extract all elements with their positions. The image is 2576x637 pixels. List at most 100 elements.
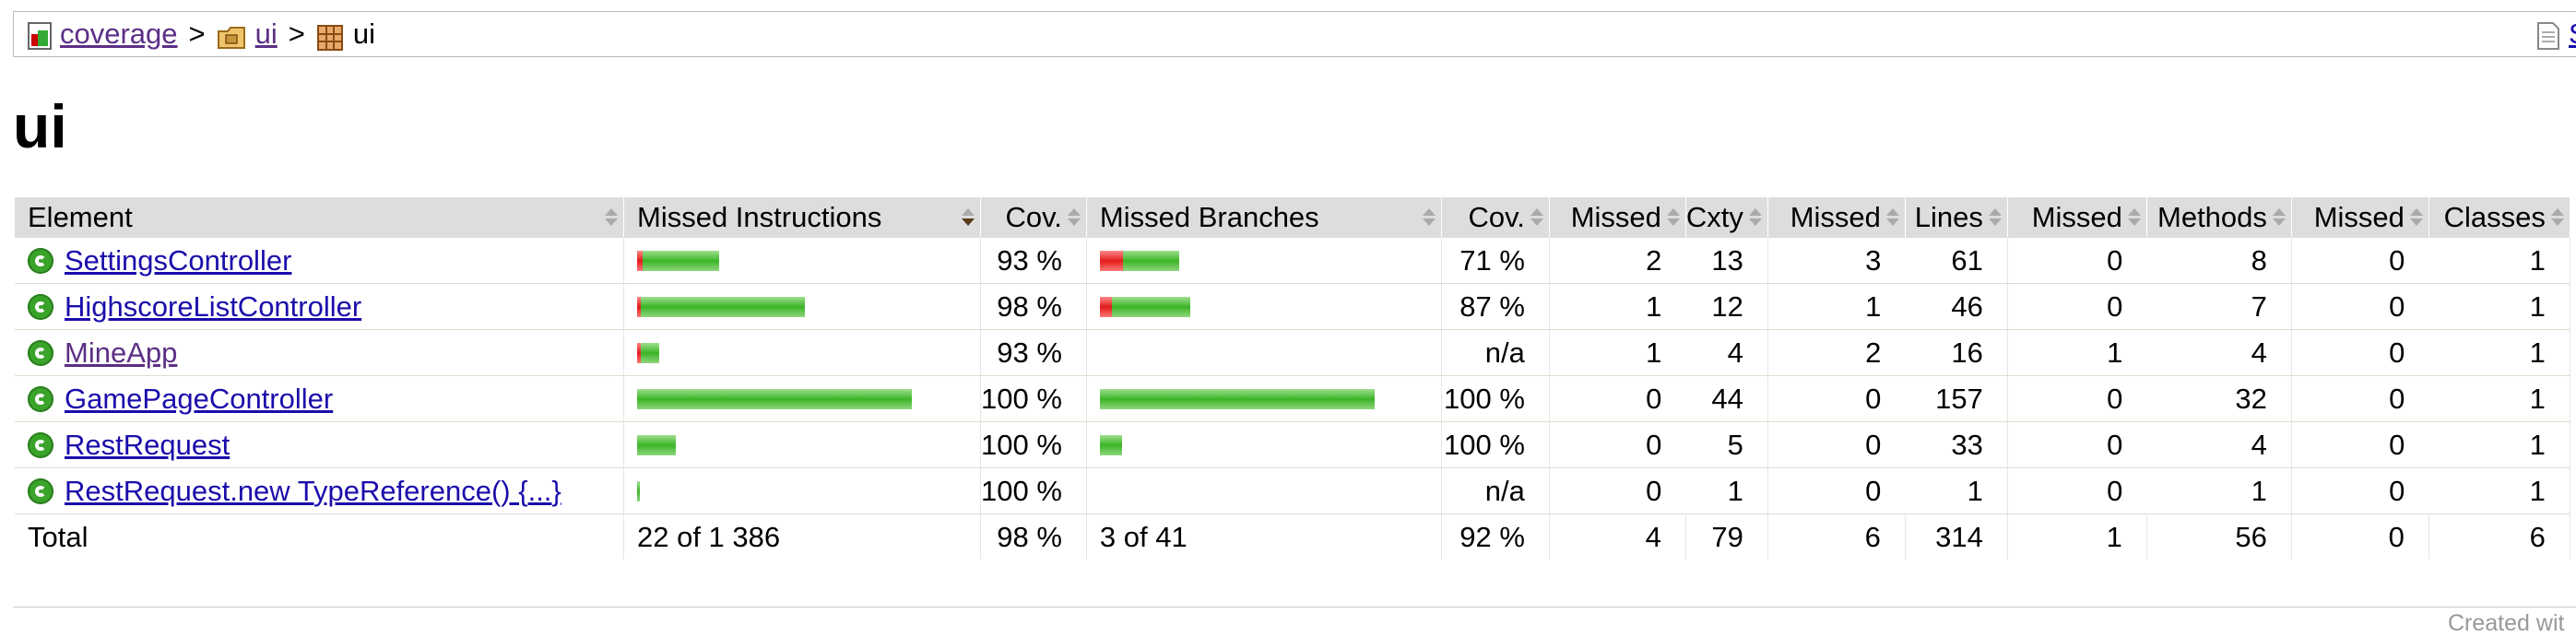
missed-lines-value: 0 bbox=[1767, 375, 1906, 422]
covered-bar-segment bbox=[637, 480, 640, 501]
instruction-coverage-bar bbox=[624, 250, 980, 271]
class-icon bbox=[28, 385, 53, 412]
col-lines-header[interactable]: Lines bbox=[1905, 197, 2008, 238]
cxty-value: 5 bbox=[1685, 421, 1768, 468]
col-missed-classes-header[interactable]: Missed bbox=[2291, 197, 2429, 238]
lines-value: 1 bbox=[1905, 467, 2008, 514]
missed-classes-value: 0 bbox=[2291, 421, 2429, 468]
missed-classes-value: 0 bbox=[2291, 329, 2429, 376]
instruction-coverage-bar bbox=[624, 434, 980, 455]
classes-value: 1 bbox=[2428, 421, 2570, 468]
branch-coverage-bar bbox=[1087, 296, 1441, 317]
instruction-coverage-bar bbox=[624, 342, 980, 363]
cxty-value: 44 bbox=[1685, 375, 1768, 422]
classes-value: 1 bbox=[2428, 329, 2570, 376]
col-branch-cov-header[interactable]: Cov. bbox=[1441, 197, 1550, 238]
table-row: RestRequest 100 % 100 % 0 5 0 33 0 4 0 1 bbox=[15, 421, 2570, 468]
class-link[interactable]: RestRequest.new TypeReference() {...} bbox=[65, 474, 561, 507]
table-header-row: Element Missed Instructions Cov. Missed … bbox=[15, 197, 2570, 238]
col-missed-instructions-header[interactable]: Missed Instructions bbox=[623, 197, 981, 238]
sessions-link[interactable]: S bbox=[2569, 12, 2576, 56]
breadcrumb-current: ui bbox=[352, 18, 376, 50]
col-missed-methods-header[interactable]: Missed bbox=[2007, 197, 2147, 238]
methods-value: 8 bbox=[2146, 238, 2292, 284]
instruction-coverage-percent: 100 % bbox=[980, 421, 1087, 468]
covered-bar-segment bbox=[643, 250, 719, 271]
classes-value: 1 bbox=[2428, 375, 2570, 422]
lines-value: 46 bbox=[1905, 283, 2008, 330]
missed-cxty-value: 1 bbox=[1549, 283, 1686, 330]
breadcrumb-ui-package-link[interactable]: ui bbox=[254, 18, 278, 50]
missed-methods-value: 0 bbox=[2007, 238, 2147, 284]
col-element-header[interactable]: Element bbox=[15, 197, 624, 238]
table-total-row: Total 22 of 1 386 98 % 3 of 41 92 % 4 79… bbox=[15, 513, 2570, 560]
missed-lines-value: 3 bbox=[1767, 238, 1906, 284]
instruction-coverage-bar bbox=[624, 480, 980, 501]
missed-methods-value: 0 bbox=[2007, 283, 2147, 330]
lines-value: 33 bbox=[1905, 421, 2008, 468]
sort-desc-icon bbox=[962, 208, 975, 227]
table-row: RestRequest.new TypeReference() {...} 100… bbox=[15, 467, 2570, 514]
missed-bar-segment bbox=[637, 250, 643, 271]
classes-value: 1 bbox=[2428, 283, 2570, 330]
table-row: HighscoreListController 98 % 87 % 1 12 1 46 0 7 0… bbox=[15, 283, 2570, 330]
branch-coverage-percent: 100 % bbox=[1441, 421, 1550, 468]
missed-methods-value: 0 bbox=[2007, 467, 2147, 514]
missed-lines-value: 1 bbox=[1767, 283, 1906, 330]
col-methods-header[interactable]: Methods bbox=[2146, 197, 2292, 238]
instruction-coverage-percent: 93 % bbox=[980, 329, 1087, 376]
sort-icon bbox=[1748, 208, 1762, 227]
page-title: ui bbox=[13, 92, 67, 160]
col-missed-branches-header[interactable]: Missed Branches bbox=[1086, 197, 1442, 238]
total-branch-cov: 92 % bbox=[1441, 513, 1550, 560]
sort-icon bbox=[1422, 208, 1436, 227]
total-instructions: 22 of 1 386 bbox=[637, 520, 781, 553]
class-icon bbox=[28, 293, 53, 320]
missed-bar-segment bbox=[1099, 296, 1112, 317]
cxty-value: 4 bbox=[1685, 329, 1768, 376]
breadcrumb-separator: > bbox=[188, 18, 206, 50]
total-classes: 6 bbox=[2428, 513, 2570, 560]
col-instr-cov-header[interactable]: Cov. bbox=[980, 197, 1087, 238]
missed-methods-value: 1 bbox=[2007, 329, 2147, 376]
branch-coverage-bar bbox=[1087, 250, 1441, 271]
branch-coverage-percent: n/a bbox=[1441, 329, 1550, 376]
cxty-value: 1 bbox=[1685, 467, 1768, 514]
missed-cxty-value: 2 bbox=[1549, 238, 1686, 284]
breadcrumb: coverage > ui > ui bbox=[13, 11, 2576, 57]
covered-bar-segment bbox=[637, 388, 912, 409]
class-link[interactable]: SettingsController bbox=[65, 243, 292, 277]
branch-coverage-bar bbox=[1087, 481, 1441, 501]
classes-value: 1 bbox=[2428, 467, 2570, 514]
lines-value: 16 bbox=[1905, 329, 2008, 376]
class-link[interactable]: MineApp bbox=[65, 336, 178, 369]
missed-methods-value: 0 bbox=[2007, 421, 2147, 468]
class-icon bbox=[28, 431, 53, 458]
class-link[interactable]: RestRequest bbox=[65, 428, 230, 461]
instruction-coverage-percent: 100 % bbox=[980, 375, 1087, 422]
breadcrumb-separator: > bbox=[288, 18, 305, 50]
sort-icon bbox=[2272, 208, 2286, 227]
col-classes-header[interactable]: Classes bbox=[2428, 197, 2570, 238]
col-missed-cxty-header[interactable]: Missed bbox=[1549, 197, 1686, 238]
instruction-coverage-percent: 93 % bbox=[980, 238, 1087, 284]
class-icon bbox=[28, 339, 53, 366]
classes-value: 1 bbox=[2428, 238, 2570, 284]
package-icon bbox=[217, 20, 250, 49]
col-cxty-header[interactable]: Cxty bbox=[1685, 197, 1768, 238]
total-instr-cov: 98 % bbox=[980, 513, 1087, 560]
branch-coverage-bar bbox=[1087, 388, 1441, 409]
col-missed-lines-header[interactable]: Missed bbox=[1767, 197, 1906, 238]
class-link[interactable]: HighscoreListController bbox=[65, 289, 362, 323]
class-link[interactable]: GamePageController bbox=[65, 382, 334, 415]
missed-bar-segment bbox=[637, 296, 641, 317]
covered-bar-segment bbox=[641, 296, 805, 317]
methods-value: 7 bbox=[2146, 283, 2292, 330]
total-lines: 314 bbox=[1905, 513, 2008, 560]
covered-bar-segment bbox=[637, 434, 676, 455]
missed-lines-value: 0 bbox=[1767, 467, 1906, 514]
missed-lines-value: 2 bbox=[1767, 329, 1906, 376]
total-cxty: 79 bbox=[1685, 513, 1768, 560]
breadcrumb-coverage-link[interactable]: coverage bbox=[60, 18, 178, 50]
missed-classes-value: 0 bbox=[2291, 467, 2429, 514]
